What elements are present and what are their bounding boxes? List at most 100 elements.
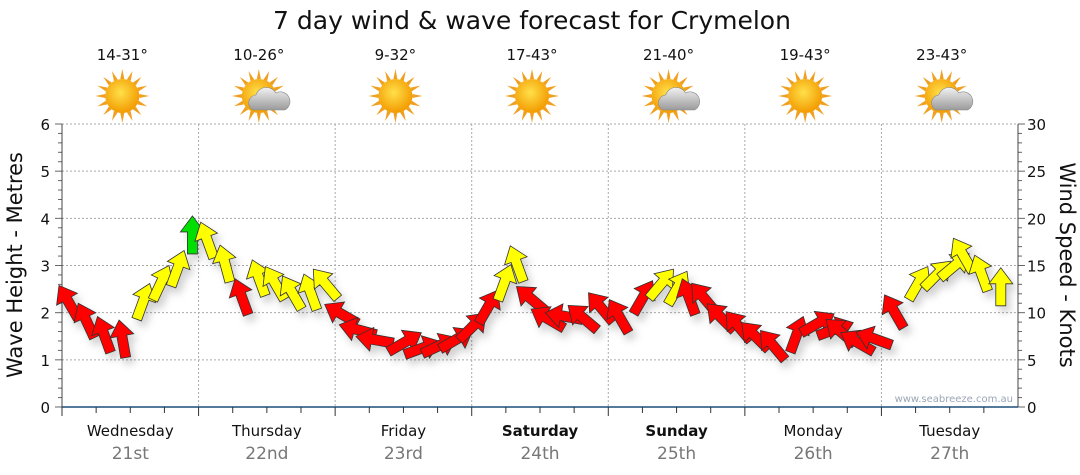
sun-ray — [679, 76, 688, 86]
sun-ray — [273, 85, 284, 92]
sun-ray — [819, 85, 831, 92]
sun-ray — [914, 93, 925, 99]
sun-ray — [126, 71, 133, 82]
left-tick-label: 1 — [40, 352, 50, 370]
wind-arrow-yellow — [492, 264, 518, 303]
sun-ray — [376, 106, 385, 116]
sun-ray — [786, 76, 795, 86]
temperature-range-label: 19-43° — [780, 46, 831, 64]
sun-ray — [931, 110, 938, 121]
sun-ray — [139, 93, 150, 99]
wind-arrow-yellow — [211, 244, 237, 284]
sun-ray — [546, 100, 557, 107]
sun-ray — [666, 112, 671, 123]
sun-ray — [815, 76, 825, 86]
sun-ray — [410, 100, 421, 107]
wind-arrow-yellow — [131, 282, 157, 322]
sun-ray — [126, 110, 133, 121]
right-tick-label: 0 — [1027, 399, 1037, 417]
sun-ray — [542, 76, 552, 86]
sun-ray — [103, 106, 112, 116]
day-name-label: Tuesday — [918, 422, 980, 440]
sun-ray — [233, 85, 245, 92]
day-name-label: Thursday — [231, 422, 302, 440]
day-date-label: 21st — [112, 444, 149, 464]
day-name-label: Saturday — [502, 422, 579, 440]
day-date-label: 24th — [520, 444, 559, 464]
sun-ray — [641, 93, 652, 99]
sun-ray — [512, 106, 522, 116]
sun-ray — [542, 106, 552, 116]
sun-ray — [239, 106, 249, 116]
cloud-shape — [658, 87, 700, 111]
temperature-range-label: 23-43° — [916, 46, 967, 64]
sun-ray — [922, 106, 932, 116]
sun-ray — [946, 110, 953, 121]
wind-arrow-yellow — [279, 275, 307, 312]
temperature-range-label: 10-26° — [233, 46, 284, 64]
sun-ray — [803, 112, 808, 123]
temperature-range-label: 21-40° — [643, 46, 694, 64]
wind-arrow-yellow — [987, 267, 1014, 307]
sun-ray — [256, 112, 261, 123]
left-tick-label: 5 — [40, 163, 50, 181]
sun-ray — [137, 100, 148, 107]
sun-ray — [658, 110, 664, 121]
sun-ray — [939, 69, 944, 80]
wind-arrow-yellow — [968, 254, 993, 294]
sun-disc — [105, 79, 140, 113]
sun-ray — [794, 110, 801, 121]
day-date-label: 27th — [930, 444, 969, 464]
sun-ray — [410, 85, 421, 92]
sun-disc — [378, 79, 413, 113]
sun-ray — [529, 112, 535, 123]
temperature-range-label: 9-32° — [375, 46, 417, 64]
sun-ray — [939, 112, 944, 123]
right-tick-label: 10 — [1027, 305, 1046, 323]
left-tick-label: 6 — [40, 116, 50, 134]
wind-arrow-red — [109, 319, 135, 359]
wind-arrow-red — [760, 329, 790, 364]
left-tick-label: 2 — [40, 305, 50, 323]
day-date-label: 22nd — [245, 444, 288, 464]
sun-ray — [507, 100, 518, 107]
sun-ray — [521, 110, 528, 121]
day-name-label: Sunday — [645, 422, 708, 440]
sun-ray — [97, 100, 108, 107]
sun-ray — [248, 71, 255, 82]
wind-arrow-red — [91, 315, 116, 355]
sun-ray — [643, 85, 654, 92]
sun-ray — [137, 85, 148, 92]
cloud-icon — [658, 87, 700, 111]
sun-ray — [803, 69, 808, 80]
sun-ray — [103, 76, 112, 86]
wind-arrow-yellow — [194, 221, 219, 261]
sun-ray — [666, 69, 671, 80]
sun-ray — [786, 106, 795, 116]
sun-ray — [263, 110, 270, 121]
sun-ray — [120, 112, 125, 123]
right-tick-label: 15 — [1027, 258, 1046, 276]
sun-ray — [780, 85, 791, 92]
left-tick-label: 4 — [40, 210, 50, 228]
day-date-label: 23rd — [384, 444, 423, 464]
sun-ray — [120, 69, 125, 80]
sun-ray — [778, 93, 789, 99]
sun-ray — [931, 71, 938, 82]
watermark: www.seabreeze.com.au — [895, 394, 1013, 405]
wind-arrow-red — [606, 299, 634, 336]
sun-ray — [946, 71, 953, 82]
sun-ray — [393, 69, 398, 80]
sun-ray — [111, 71, 118, 82]
sun-ray — [673, 71, 679, 82]
sun-ray — [370, 85, 381, 92]
wind-arrow-yellow — [503, 245, 529, 284]
sun-disc — [515, 79, 549, 113]
sun-disc — [788, 79, 823, 113]
cloud-shape — [931, 87, 974, 111]
sun-ray — [780, 100, 791, 107]
sun-ray — [819, 100, 831, 107]
sun-ray — [231, 93, 242, 99]
sun-ray — [507, 85, 518, 92]
